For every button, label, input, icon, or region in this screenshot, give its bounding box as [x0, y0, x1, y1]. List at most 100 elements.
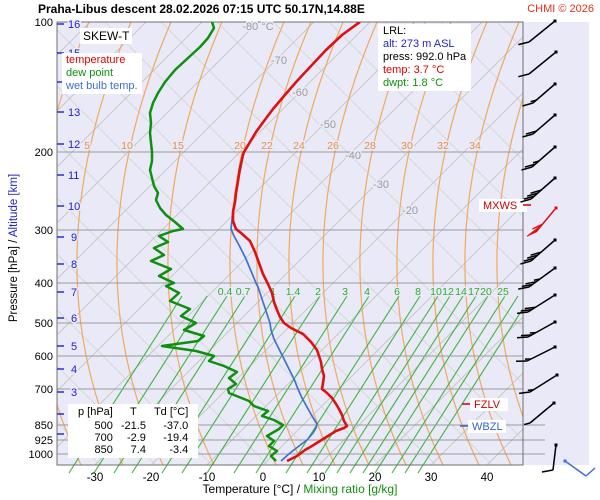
- pressure-tick-label: 300: [35, 225, 53, 237]
- isotherm-line: [57, 22, 147, 112]
- dry-adiabat-line: [496, 96, 523, 419]
- temperature-tick-label: -30: [87, 472, 104, 484]
- pressure-tick-label: 100: [35, 17, 53, 29]
- wind-barb: [516, 320, 557, 339]
- isotherm-lines: [57, 22, 523, 465]
- legend: temperature dew point wet bulb temp.: [62, 53, 142, 94]
- wind-barb-half-feather: [527, 388, 534, 392]
- x-axis-title-temperature: Temperature [°C] /: [202, 482, 301, 496]
- adiabat-label: 10: [121, 140, 133, 152]
- mixing-labels: 0.4 0.7 1 1.4 2 3 4 6 8 10 12 14 17 20 25: [216, 285, 510, 300]
- isotherm-line: [430, 372, 523, 465]
- adiabat-label: 15: [172, 140, 184, 152]
- pressure-labels: 100 200 300 400 500 600 700 850 925 1000: [29, 17, 53, 461]
- mixing-ratio-line: [404, 295, 519, 474]
- mixing-ratio-label: 20: [480, 286, 492, 298]
- table-row: 700 -2.9 -19.4: [74, 432, 192, 444]
- wind-barb-pennant: [526, 224, 543, 237]
- table-header-dewpoint: Td [°C]: [153, 406, 189, 418]
- moist-adiabat-line: [160, 22, 523, 385]
- altitude-tick-label: 4: [71, 364, 77, 376]
- isotherm-line: [262, 204, 523, 465]
- cell-t-850: 7.4: [130, 444, 146, 456]
- pressure-tick-label: 200: [35, 147, 53, 159]
- mxws-marker-bg: [479, 199, 527, 212]
- wind-barb-staff: [527, 321, 556, 338]
- wind-barb-feather: [516, 336, 529, 339]
- wind-barb: [563, 459, 596, 477]
- wind-barb-feather: [518, 391, 531, 395]
- wind-barb-staff: [531, 146, 556, 168]
- y-axis-title: Pressure [hPa] / Altitude [km]: [8, 118, 20, 378]
- wind-barb-feather: [527, 192, 538, 197]
- mixing-ratio-line: [374, 295, 489, 474]
- temperature-tick-label: 10: [313, 472, 326, 484]
- cell-p-850: 850: [94, 444, 113, 456]
- wind-barb-half-feather: [530, 99, 537, 103]
- wind-barb: [523, 401, 556, 426]
- chart-type-label: SKEW-T: [80, 28, 133, 44]
- moist-adiabat-line: [57, 365, 157, 465]
- page-title: Praha-Libus descent 28.02.2026 07:15 UTC…: [38, 2, 365, 16]
- mxws-marker-label: MXWS: [483, 200, 517, 212]
- mixing-ratio-line: [349, 295, 464, 474]
- isotherm-label: -50: [320, 119, 336, 131]
- adiabat-label: 26: [327, 140, 339, 152]
- adiabat-label: 34: [469, 140, 481, 152]
- mixing-ratio-label: 0.4: [218, 286, 233, 298]
- cell-td-850: -3.4: [169, 444, 189, 456]
- adiabat-label: 20: [234, 140, 246, 152]
- temperature-ticks: -30 -20 -10 0 10 20 30 40: [87, 472, 494, 484]
- isotherm-label: -40: [345, 150, 361, 162]
- wind-barb-staff: [530, 239, 556, 262]
- isotherm-line: [206, 148, 523, 465]
- mixing-ratio-label: 4: [364, 286, 370, 298]
- mixing-ratio-label: 1.4: [286, 286, 301, 298]
- wind-barb: [518, 50, 558, 78]
- wind-barb: [521, 145, 557, 171]
- altitude-tick-label: 16: [68, 19, 80, 31]
- legend-item-wetbulb: wet bulb temp.: [66, 80, 138, 92]
- wind-barb-feather: [516, 311, 529, 315]
- adiabat-label: 28: [364, 140, 376, 152]
- isotherm-line: [57, 22, 315, 280]
- wind-barb: [518, 266, 557, 290]
- wind-barb-feather: [523, 195, 535, 200]
- moist-adiabat-line: [57, 197, 325, 465]
- table-row: 500 -21.5 -37.0: [74, 420, 192, 432]
- isotherm-line: [374, 316, 523, 465]
- cell-t-500: -21.5: [120, 420, 146, 432]
- info-heading: LRL:: [383, 25, 407, 37]
- dry-adiabat-line: [288, 22, 344, 465]
- wind-barb-feather: [527, 254, 538, 259]
- adiabat-label: 5: [84, 140, 90, 152]
- wind-barb-staff: [528, 20, 556, 43]
- isotherm-label: -60: [292, 87, 308, 99]
- mixing-ratio-line: [391, 295, 506, 474]
- mixing-ratio-label: 12: [442, 286, 454, 298]
- pressure-tick-label: 700: [35, 384, 53, 396]
- wind-barb-feather: [518, 73, 530, 78]
- isotherm-label: -80 °C: [242, 21, 273, 33]
- wbzl-marker-label: WBZL: [472, 421, 503, 433]
- wind-barb-feather: [518, 286, 530, 290]
- wind-barb-feather: [524, 306, 536, 310]
- wind-barb-staff: [528, 51, 557, 75]
- wind-barb: [520, 176, 557, 203]
- adiabat-label: 24: [293, 140, 305, 152]
- wind-barb: [522, 113, 557, 138]
- x-axis-title-mixing: Mixing ratio [g/kg]: [303, 482, 398, 496]
- adiabat-label: 30: [401, 140, 413, 152]
- temperature-tick-label: 0: [260, 472, 266, 484]
- isotherm-label: -30: [373, 179, 389, 191]
- dry-adiabat-line: [229, 22, 285, 465]
- wind-barb-feather: [585, 467, 596, 477]
- y-axis-title-pressure: Pressure [hPa] /: [8, 239, 20, 323]
- levels-table: p [hPa] T Td [°C] 500 -21.5 -37.0 700 -2…: [68, 404, 199, 458]
- wind-barb-feather: [518, 41, 530, 46]
- isotherm-line: [94, 36, 523, 465]
- temperature-tick-label: 30: [425, 472, 438, 484]
- moist-adiabat-line: [57, 309, 213, 465]
- wind-barb: [516, 293, 557, 315]
